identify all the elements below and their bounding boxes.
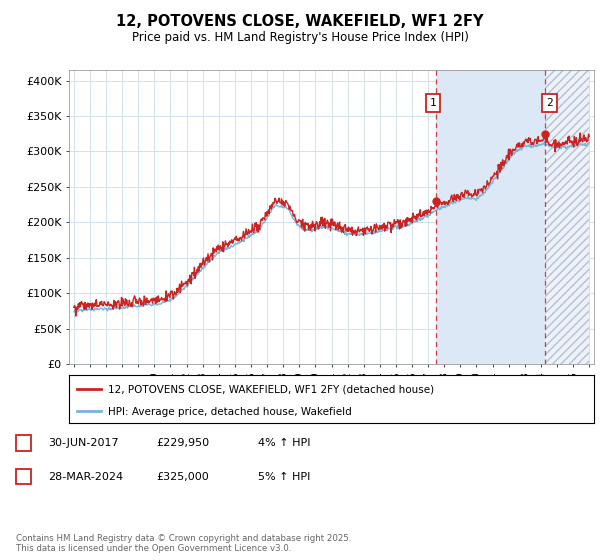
Text: 30-JUN-2017: 30-JUN-2017 <box>48 438 119 448</box>
Text: 12, POTOVENS CLOSE, WAKEFIELD, WF1 2FY: 12, POTOVENS CLOSE, WAKEFIELD, WF1 2FY <box>116 14 484 29</box>
Text: £325,000: £325,000 <box>156 472 209 482</box>
Text: 1: 1 <box>430 99 436 108</box>
Text: 28-MAR-2024: 28-MAR-2024 <box>48 472 123 482</box>
Text: 5% ↑ HPI: 5% ↑ HPI <box>258 472 310 482</box>
Text: 4% ↑ HPI: 4% ↑ HPI <box>258 438 311 448</box>
Text: 2: 2 <box>20 472 27 482</box>
Text: Price paid vs. HM Land Registry's House Price Index (HPI): Price paid vs. HM Land Registry's House … <box>131 31 469 44</box>
Text: 1: 1 <box>20 438 27 448</box>
Text: 12, POTOVENS CLOSE, WAKEFIELD, WF1 2FY (detached house): 12, POTOVENS CLOSE, WAKEFIELD, WF1 2FY (… <box>109 385 434 394</box>
Text: 2: 2 <box>547 99 553 108</box>
Text: £229,950: £229,950 <box>156 438 209 448</box>
Text: Contains HM Land Registry data © Crown copyright and database right 2025.
This d: Contains HM Land Registry data © Crown c… <box>16 534 352 553</box>
Text: HPI: Average price, detached house, Wakefield: HPI: Average price, detached house, Wake… <box>109 407 352 417</box>
